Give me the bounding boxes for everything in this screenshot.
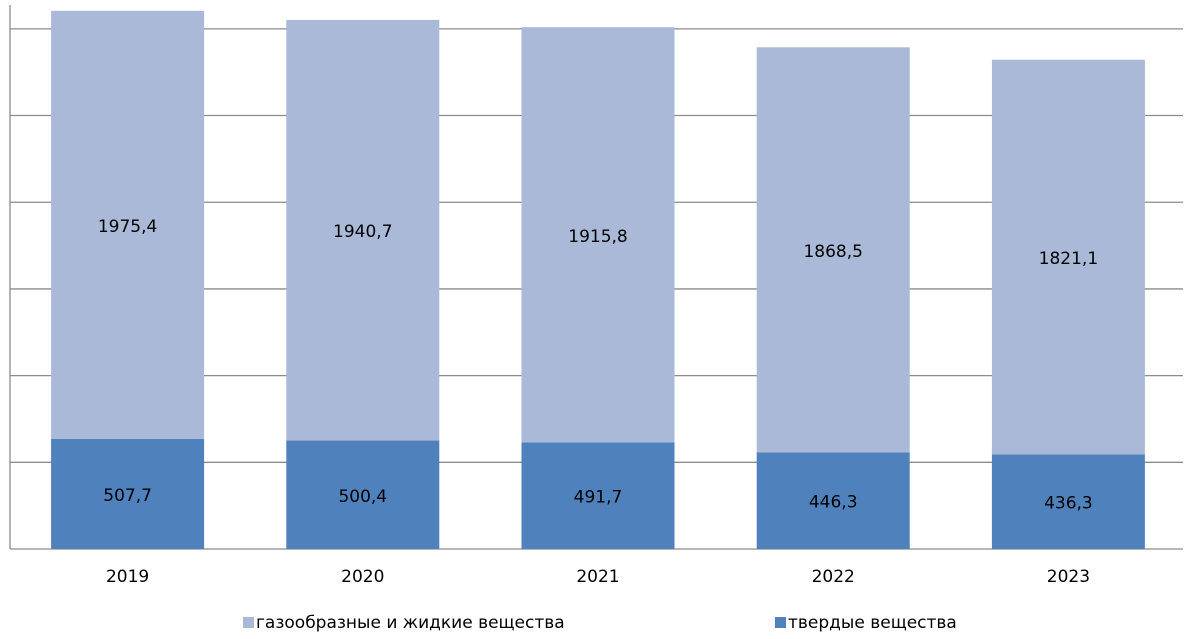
x-tick-label: 2020 xyxy=(341,567,384,587)
legend-label: газообразные и жидкие вещества xyxy=(256,613,565,633)
data-label: 500,4 xyxy=(338,487,387,507)
x-tick-label: 2021 xyxy=(576,567,619,587)
bar-segment xyxy=(286,19,440,441)
bar-segment xyxy=(521,27,675,443)
bar-segment xyxy=(51,438,205,549)
bar-segment xyxy=(521,442,675,549)
bar-segment xyxy=(756,452,910,549)
data-label: 1868,5 xyxy=(803,242,862,262)
x-tick-label: 2023 xyxy=(1047,567,1090,587)
legend-swatch xyxy=(243,617,254,628)
bar-segment xyxy=(51,10,205,439)
x-tick-label: 2022 xyxy=(812,567,855,587)
x-tick-label: 2019 xyxy=(106,567,149,587)
bar-segment xyxy=(286,440,440,549)
bar-segment xyxy=(991,454,1145,549)
data-label: 507,7 xyxy=(103,486,152,506)
data-label: 446,3 xyxy=(809,493,858,513)
data-label: 1940,7 xyxy=(333,222,392,242)
bar-segment xyxy=(991,59,1145,455)
data-label: 491,7 xyxy=(574,488,623,508)
data-label: 436,3 xyxy=(1044,494,1093,514)
data-label: 1915,8 xyxy=(568,227,627,247)
legend-swatch xyxy=(775,617,786,628)
legend-label: твердые вещества xyxy=(788,613,957,633)
bar-segment xyxy=(756,47,910,453)
data-label: 1975,4 xyxy=(98,217,157,237)
data-label: 1821,1 xyxy=(1039,249,1098,269)
